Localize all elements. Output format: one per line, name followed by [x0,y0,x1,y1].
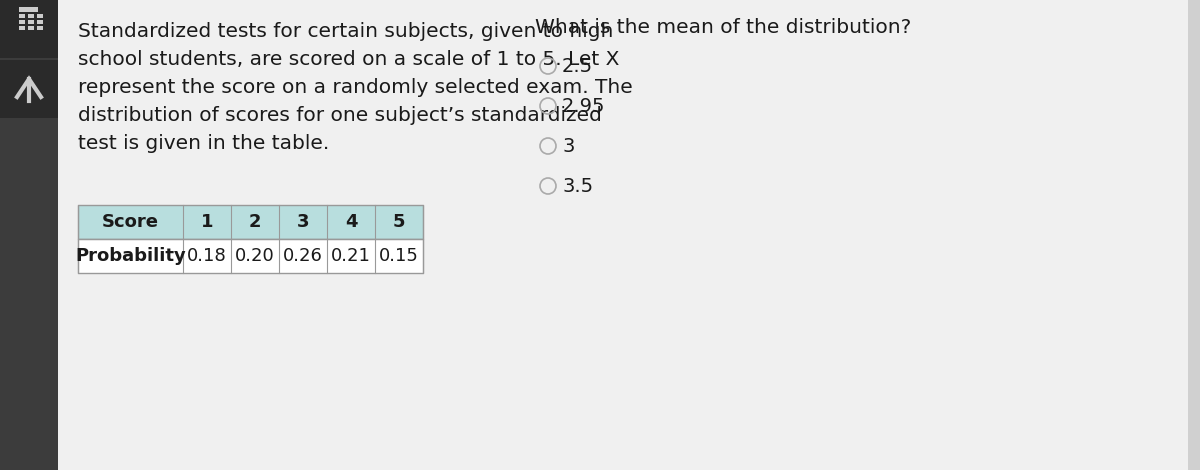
FancyBboxPatch shape [28,26,34,30]
Text: 2: 2 [248,213,262,231]
Text: 0.18: 0.18 [187,247,227,265]
FancyBboxPatch shape [28,20,34,24]
Text: Standardized tests for certain subjects, given to high: Standardized tests for certain subjects,… [78,22,613,41]
Text: distribution of scores for one subject’s standardized: distribution of scores for one subject’s… [78,106,602,125]
FancyBboxPatch shape [19,20,25,24]
FancyBboxPatch shape [37,20,43,24]
Text: 0.15: 0.15 [379,247,419,265]
FancyBboxPatch shape [0,0,58,470]
Text: school students, are scored on a scale of 1 to 5. Let X: school students, are scored on a scale o… [78,50,619,69]
FancyBboxPatch shape [37,26,43,30]
Text: 2.95: 2.95 [562,96,606,116]
Text: 3: 3 [562,136,575,156]
FancyBboxPatch shape [1188,0,1200,470]
FancyBboxPatch shape [19,14,25,18]
Text: 4: 4 [344,213,358,231]
Text: 0.21: 0.21 [331,247,371,265]
Text: 3: 3 [296,213,310,231]
Text: Probability: Probability [76,247,186,265]
FancyBboxPatch shape [0,0,58,58]
FancyBboxPatch shape [78,205,424,239]
FancyBboxPatch shape [19,26,25,30]
Text: What is the mean of the distribution?: What is the mean of the distribution? [535,18,911,37]
FancyBboxPatch shape [28,14,34,18]
FancyBboxPatch shape [58,0,1200,470]
Text: 2.5: 2.5 [562,56,593,76]
Text: 1: 1 [200,213,214,231]
FancyBboxPatch shape [0,60,58,118]
Text: 0.20: 0.20 [235,247,275,265]
Text: 0.26: 0.26 [283,247,323,265]
Text: represent the score on a randomly selected exam. The: represent the score on a randomly select… [78,78,632,97]
Text: test is given in the table.: test is given in the table. [78,134,329,153]
FancyBboxPatch shape [19,7,38,12]
Text: 3.5: 3.5 [562,177,593,196]
FancyBboxPatch shape [78,239,424,273]
Text: Score: Score [102,213,158,231]
Text: 5: 5 [392,213,406,231]
FancyBboxPatch shape [37,14,43,18]
